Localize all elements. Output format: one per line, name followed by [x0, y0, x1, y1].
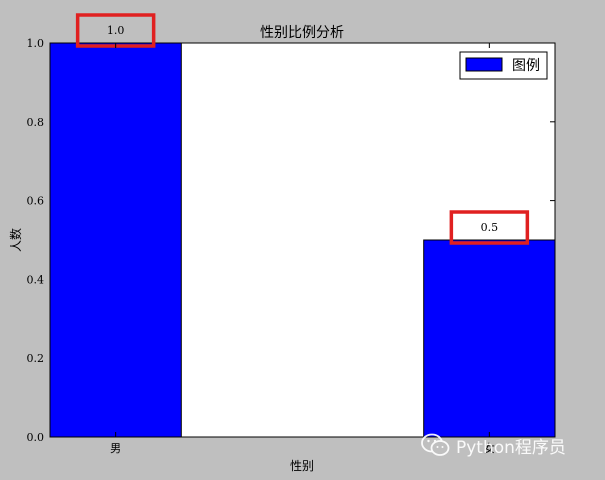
y-tick-label: 0.2: [27, 352, 45, 365]
y-tick-label: 0.0: [27, 431, 45, 444]
wechat-icon: [420, 432, 450, 458]
y-tick-label: 0.4: [27, 273, 45, 286]
legend-swatch: [466, 58, 502, 71]
legend-label: 图例: [512, 58, 540, 74]
x-axis-label: 性别: [290, 459, 314, 473]
data-label: 0.5: [481, 221, 499, 234]
bar: [424, 240, 555, 437]
y-tick-label: 0.6: [27, 195, 45, 208]
x-tick-label: 男: [110, 442, 121, 455]
y-tick-label: 0.8: [27, 116, 45, 129]
legend: 图例: [460, 52, 547, 79]
y-tick-label: 1.0: [27, 37, 45, 50]
y-axis-label: 人数: [8, 228, 23, 252]
watermark-text: Python程序员: [456, 433, 566, 458]
data-label: 1.0: [107, 24, 125, 37]
watermark: Python程序员: [420, 430, 566, 460]
chart-title: 性别比例分析: [260, 25, 344, 41]
bar: [50, 43, 181, 437]
